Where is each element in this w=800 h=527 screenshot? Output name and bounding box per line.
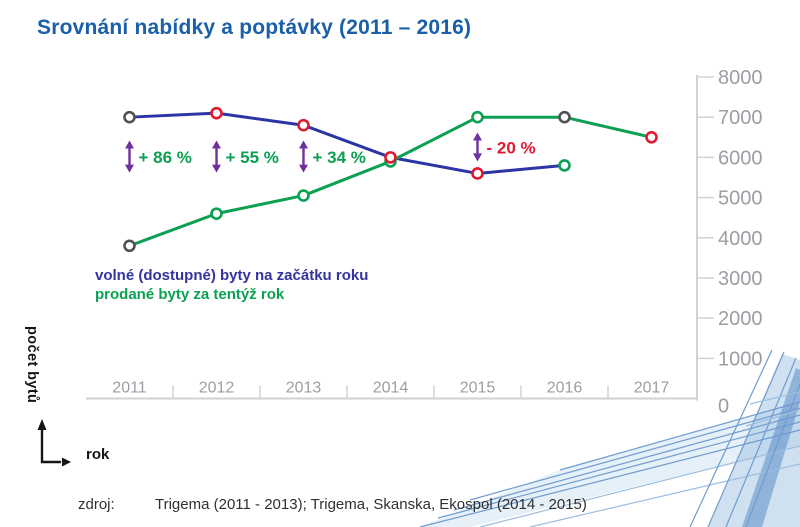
data-point-marker: [297, 118, 310, 132]
legend-item-available-flats: volné (dostupné) byty na začátku roku: [95, 267, 369, 284]
y-tick-label: 7000: [718, 107, 763, 129]
axis-arrow-right-head: [62, 457, 71, 467]
y-tick-label: 1000: [718, 348, 763, 370]
annotation-label: + 34 %: [313, 148, 366, 167]
data-point-marker: [123, 239, 136, 253]
x-tick-label: 2011: [112, 380, 147, 397]
annotation-arrowhead-down: [473, 153, 482, 162]
legend: volné (dostupné) byty na začátku roku pr…: [95, 266, 368, 304]
data-point-marker: [123, 110, 136, 124]
annotation-arrowhead-up: [473, 132, 482, 141]
page-title: Srovnání nabídky a poptávky (2011 – 2016…: [37, 16, 472, 39]
x-tick-label: 2013: [286, 380, 322, 397]
data-point-marker: [558, 110, 571, 124]
annotation-label: - 20 %: [487, 138, 536, 157]
annotation-arrowhead-up: [212, 140, 221, 149]
y-tick-label: 2000: [718, 308, 763, 330]
y-tick-label: 5000: [718, 188, 763, 210]
x-tick-label: 2015: [460, 380, 496, 397]
annotation-arrowhead-down: [212, 164, 221, 173]
data-point-marker: [471, 110, 484, 124]
annotation-arrowhead-down: [299, 164, 308, 173]
x-tick-label: 2012: [199, 380, 235, 397]
y-tick-label: 6000: [718, 147, 763, 169]
annotation-label: + 86 %: [139, 148, 192, 167]
y-tick-label: 3000: [718, 268, 763, 290]
data-point-marker: [645, 130, 658, 144]
data-point-marker: [471, 167, 484, 180]
data-point-marker: [297, 189, 310, 202]
data-point-marker: [210, 106, 223, 120]
annotation-arrowhead-up: [125, 140, 134, 149]
annotation-label: + 55 %: [226, 148, 279, 167]
data-point-marker: [384, 151, 397, 164]
y-tick-label: 4000: [718, 228, 763, 250]
x-tick-label: 2014: [373, 380, 409, 397]
y-tick-label: 8000: [718, 67, 763, 89]
x-axis-title: rok: [86, 446, 110, 463]
annotation-arrowhead-down: [125, 164, 134, 173]
building-wireframe-graphic: [419, 349, 800, 527]
sold-flats-line: [128, 115, 653, 248]
data-point-marker: [210, 207, 223, 220]
data-point-marker: [558, 159, 571, 172]
x-tick-label: 2017: [634, 380, 670, 397]
y-axis-title: počet bytů: [24, 326, 40, 404]
source-label: zdroj:: [78, 496, 115, 513]
axis-arrow-up-head: [37, 419, 47, 430]
annotation-arrowhead-up: [299, 140, 308, 149]
y-tick-label: 0: [718, 396, 729, 418]
legend-item-sold-flats: prodané byty za tentýž rok: [95, 286, 285, 303]
x-tick-label: 2016: [547, 380, 583, 397]
source-text: Trigema (2011 - 2013); Trigema, Skanska,…: [155, 496, 587, 513]
available-flats-line: [128, 111, 566, 175]
